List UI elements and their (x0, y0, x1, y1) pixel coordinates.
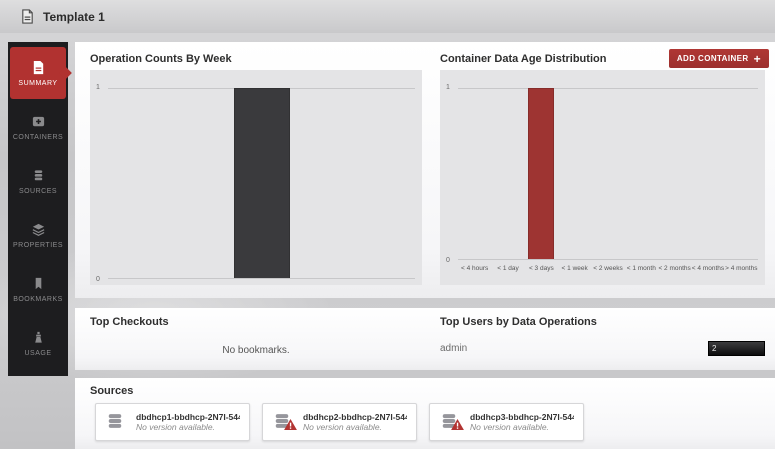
x-tick-label: < 4 months (691, 265, 725, 272)
sidebar-nav: SUMMARY CONTAINERS SOURCES (8, 42, 68, 376)
sidebar-item-label: BOOKMARKS (13, 295, 63, 303)
x-tick-label: < 1 week (561, 265, 588, 272)
age-bar (528, 88, 555, 260)
source-card-dbdhcp3[interactable]: dbdhcp3-bbdhcp-2N7I-5443... No version a… (429, 403, 584, 441)
usage-icon (31, 330, 46, 345)
top-checkouts-section: Top Checkouts No bookmarks. (90, 316, 422, 356)
operation-count-bar (233, 88, 290, 279)
sidebar-item-bookmarks[interactable]: BOOKMARKS (10, 263, 66, 315)
bookmark-icon (31, 276, 46, 291)
database-icon (31, 168, 46, 183)
x-tick-label: < 2 months (658, 265, 691, 272)
sources-title: Sources (90, 385, 134, 397)
sidebar-item-label: PROPERTIES (13, 241, 63, 249)
stats-panel: Top Checkouts No bookmarks. Top Users by… (75, 308, 775, 370)
sidebar-item-label: SOURCES (18, 187, 58, 195)
sidebar-item-label: USAGE (24, 349, 52, 357)
x-tick-label: > 4 months (725, 265, 758, 272)
source-card-dbdhcp2[interactable]: dbdhcp2-bbdhcp-2N7I-5443... No version a… (262, 403, 417, 441)
x-axis-baseline (458, 259, 758, 260)
source-cards: dbdhcp1-bbdhcp-2N7I-5443... No version a… (95, 403, 584, 441)
template-document-icon (20, 9, 35, 24)
no-bookmarks-text: No bookmarks. (222, 345, 290, 356)
sidebar-item-label: CONTAINERS (12, 133, 64, 141)
y-tick-min: 0 (446, 257, 450, 264)
y-tick-max: 1 (96, 84, 100, 91)
operation-counts-chart: Operation Counts By Week 1 0 (90, 48, 422, 285)
source-card-dbdhcp1[interactable]: dbdhcp1-bbdhcp-2N7I-5443... No version a… (95, 403, 250, 441)
sidebar-item-usage[interactable]: USAGE (10, 317, 66, 369)
sidebar-item-properties[interactable]: PROPERTIES (10, 209, 66, 261)
source-status: No version available. (136, 422, 215, 432)
source-name: dbdhcp3-bbdhcp-2N7I-5443... (470, 412, 574, 422)
source-name: dbdhcp1-bbdhcp-2N7I-5443... (136, 412, 240, 422)
database-icon (105, 411, 127, 433)
sidebar-item-summary[interactable]: SUMMARY (10, 47, 66, 99)
sidebar-item-label: SUMMARY (18, 79, 58, 87)
x-axis-baseline (108, 278, 415, 279)
layers-icon (31, 222, 46, 237)
database-icon (439, 411, 464, 435)
chart-title: Operation Counts By Week (90, 53, 232, 65)
x-tick-label: < 1 month (626, 265, 656, 272)
source-status: No version available. (470, 422, 549, 432)
database-icon (272, 411, 297, 435)
source-status: No version available. (303, 422, 382, 432)
gridline (458, 88, 758, 89)
top-users-section: Top Users by Data Operations admin 2 (440, 316, 765, 356)
top-user-row: admin 2 (440, 341, 765, 356)
summary-charts-panel: ADD CONTAINER + Operation Counts By Week… (75, 42, 775, 298)
top-users-title: Top Users by Data Operations (440, 316, 597, 328)
container-add-icon (31, 114, 46, 129)
user-name: admin (440, 343, 468, 354)
warning-icon (284, 417, 297, 435)
sidebar-item-sources[interactable]: SOURCES (10, 155, 66, 207)
x-tick-label: < 2 weeks (593, 265, 623, 272)
x-tick-label: < 4 hours (461, 265, 489, 272)
add-container-button[interactable]: ADD CONTAINER + (668, 49, 769, 68)
sidebar-item-containers[interactable]: CONTAINERS (10, 101, 66, 153)
top-bar: Template 1 (0, 0, 775, 33)
x-tick-label: < 3 days (528, 265, 554, 272)
x-axis-labels: < 4 hours < 1 day < 3 days < 1 week < 2 … (458, 261, 758, 285)
user-operations-bar: 2 (708, 341, 765, 356)
plus-icon: + (753, 51, 761, 66)
add-container-label: ADD CONTAINER (676, 54, 749, 63)
x-tick-label: < 1 day (497, 265, 519, 272)
top-checkouts-title: Top Checkouts (90, 316, 169, 328)
container-data-age-plot: 1 0 < 4 hours < 1 day < 3 days < 1 week (440, 70, 765, 285)
y-tick-min: 0 (96, 276, 100, 283)
y-tick-max: 1 (446, 84, 450, 91)
operation-counts-plot: 1 0 (90, 70, 422, 285)
source-name: dbdhcp2-bbdhcp-2N7I-5443... (303, 412, 407, 422)
container-data-age-chart: Container Data Age Distribution 1 0 < 4 … (440, 48, 765, 285)
document-icon (31, 60, 46, 75)
sources-panel: Sources dbdhcp1-bbdhcp-2N7I-5443 (75, 378, 775, 449)
chart-title: Container Data Age Distribution (440, 53, 607, 65)
warning-icon (451, 417, 464, 435)
page-title: Template 1 (43, 9, 105, 24)
